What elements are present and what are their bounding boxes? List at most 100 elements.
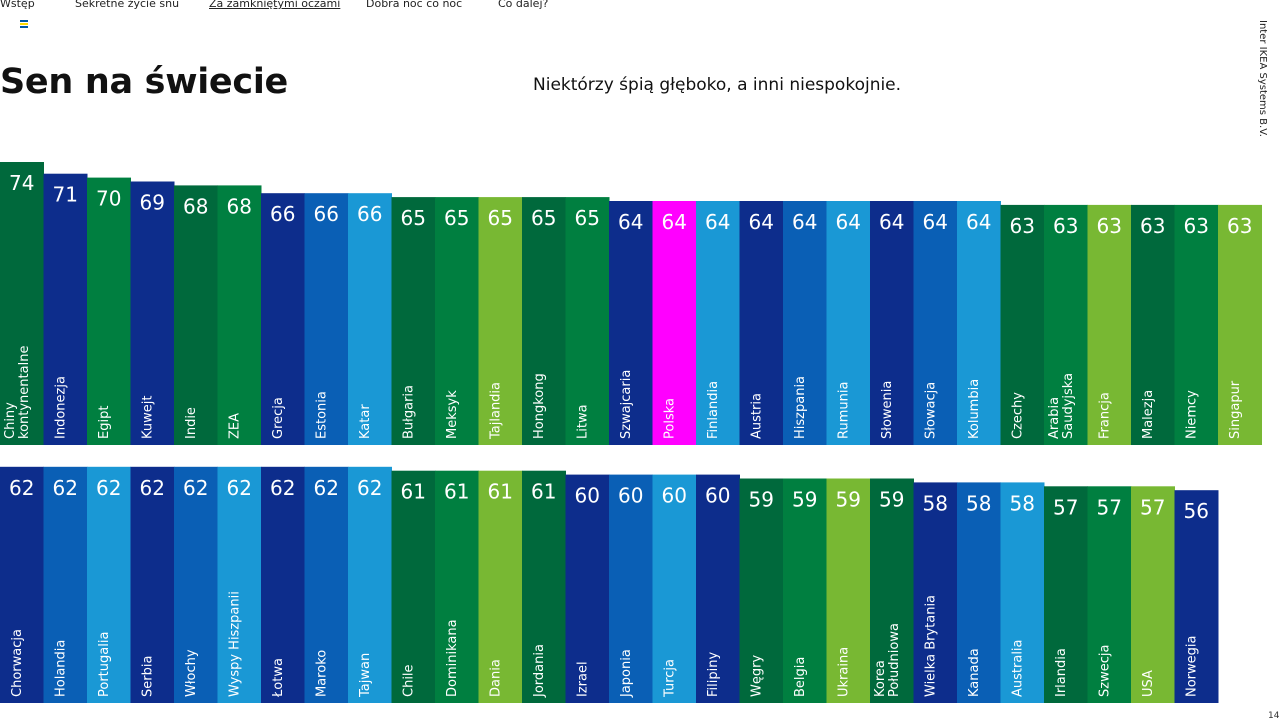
bar-2-10	[391, 470, 436, 703]
category-label-1-19: Hiszpania	[793, 376, 808, 439]
bar-value-1-16: 64	[662, 210, 687, 234]
category-label-1-17: Finlandia	[706, 381, 721, 439]
bar-2-4	[130, 466, 175, 703]
nav-item-5[interactable]: Co dalej?	[498, 0, 549, 10]
bar-value-2-21: 59	[879, 488, 904, 512]
category-label-2-12: Dania	[489, 659, 504, 697]
category-label-1-18: Austria	[750, 393, 765, 439]
bar-1-25	[1044, 204, 1088, 445]
bar-2-13	[522, 470, 566, 703]
bar-value-1-15: 64	[618, 210, 643, 234]
bar-2-16	[652, 474, 697, 703]
bar-value-1-13: 65	[531, 206, 556, 230]
category-label-1-10: Bułgaria	[402, 385, 417, 439]
category-label-2-25: Irlandia	[1054, 648, 1069, 697]
bar-value-2-17: 60	[705, 484, 730, 508]
category-label-2-5: Włochy	[184, 649, 199, 697]
menu-icon[interactable]	[20, 20, 28, 28]
bar-value-1-22: 64	[923, 210, 948, 234]
bar-1-5	[174, 185, 218, 445]
bar-value-1-8: 66	[314, 202, 339, 226]
category-label-1-15: Szwajcaria	[619, 370, 634, 439]
bar-1-27	[1131, 204, 1175, 445]
category-label-2-22: Wielka Brytania	[924, 595, 939, 697]
bar-2-9	[348, 466, 392, 703]
bar-value-1-18: 64	[749, 210, 774, 234]
category-label-2-3: Portugalia	[97, 632, 112, 697]
bar-1-9	[348, 193, 392, 445]
bar-value-2-27: 57	[1140, 495, 1165, 519]
category-label-1-14: Litwa	[576, 404, 591, 439]
bar-value-2-11: 61	[444, 480, 469, 504]
bar-value-2-22: 58	[923, 491, 948, 515]
category-label-2-9: Tajwan	[358, 653, 373, 698]
bar-value-1-6: 68	[227, 194, 252, 218]
category-label-2-28: Norwegia	[1185, 636, 1200, 697]
category-label-2-13: Jordania	[532, 644, 547, 698]
bar-2-19	[783, 478, 827, 703]
bar-value-1-20: 64	[836, 210, 861, 234]
bar-value-2-6: 62	[227, 476, 252, 500]
bar-value-1-3: 70	[96, 187, 121, 211]
bar-2-1	[0, 466, 44, 703]
bar-2-25	[1044, 486, 1088, 703]
nav-item-1[interactable]: Wstęp	[0, 0, 35, 10]
bar-1-23	[957, 201, 1001, 445]
category-label-1-8: Estonia	[315, 391, 330, 439]
category-label-1-22: Słowacja	[924, 382, 939, 439]
category-label-2-14: Izrael	[576, 661, 591, 697]
category-label-2-26: Szwecja	[1098, 645, 1113, 697]
bar-1-28	[1174, 204, 1219, 445]
category-label-2-11: Dominikana	[445, 619, 460, 697]
category-label-1-13: Hongkong	[532, 373, 547, 439]
bar-value-2-13: 61	[531, 480, 556, 504]
bar-1-3	[87, 177, 131, 445]
category-label-1-7: Grecja	[271, 397, 286, 439]
bar-value-2-8: 62	[314, 476, 339, 500]
category-label-2-1: Chorwacja	[10, 629, 25, 697]
bar-value-2-14: 60	[575, 484, 600, 508]
bar-1-6	[217, 185, 262, 445]
bar-2-2	[43, 466, 88, 703]
bar-value-1-5: 68	[183, 194, 208, 218]
bar-value-2-12: 61	[488, 480, 513, 504]
bar-1-15	[609, 201, 653, 445]
bar-2-6	[217, 466, 262, 703]
category-label-1-6: ZEA	[228, 413, 243, 439]
bar-value-2-26: 57	[1097, 495, 1122, 519]
bar-2-15	[609, 474, 653, 703]
bar-1-11	[435, 197, 479, 445]
bar-value-2-16: 60	[662, 484, 687, 508]
bar-value-1-25: 63	[1053, 214, 1078, 238]
bar-1-20	[826, 201, 871, 445]
category-label-2-16: Turcja	[663, 659, 678, 698]
bar-1-8	[304, 193, 349, 445]
bar-value-1-19: 64	[792, 210, 817, 234]
category-label-2-8: Maroko	[315, 650, 330, 697]
bar-value-2-10: 61	[401, 480, 426, 504]
category-label-1-24: Czechy	[1011, 392, 1026, 439]
bar-1-10	[391, 197, 436, 445]
nav-item-2[interactable]: Sekretne życie snu	[75, 0, 180, 10]
bar-value-1-23: 64	[966, 210, 991, 234]
bar-1-7	[261, 193, 305, 445]
category-label-1-11: Meksyk	[445, 390, 460, 439]
bar-1-21	[870, 201, 914, 445]
bar-2-5	[174, 466, 218, 703]
category-label-1-4: Kuwejt	[141, 396, 156, 439]
bar-2-22	[913, 482, 958, 703]
category-label-1-27: Malezja	[1141, 390, 1156, 439]
nav-item-3[interactable]: Za zamkniętymi oczami	[209, 0, 341, 10]
bar-1-14	[565, 197, 610, 445]
bar-1-2	[43, 173, 88, 445]
bar-2-3	[87, 466, 131, 703]
page-title: Sen na świecie	[0, 62, 288, 102]
bar-value-1-4: 69	[140, 191, 165, 215]
bar-value-2-2: 62	[53, 476, 78, 500]
category-label-2-7: Łotwa	[271, 658, 286, 698]
bar-value-2-15: 60	[618, 484, 643, 508]
nav-item-4[interactable]: Dobra noc co noc	[366, 0, 463, 10]
bar-value-2-19: 59	[792, 488, 817, 512]
bar-2-7	[261, 466, 305, 703]
bar-value-1-27: 63	[1140, 214, 1165, 238]
